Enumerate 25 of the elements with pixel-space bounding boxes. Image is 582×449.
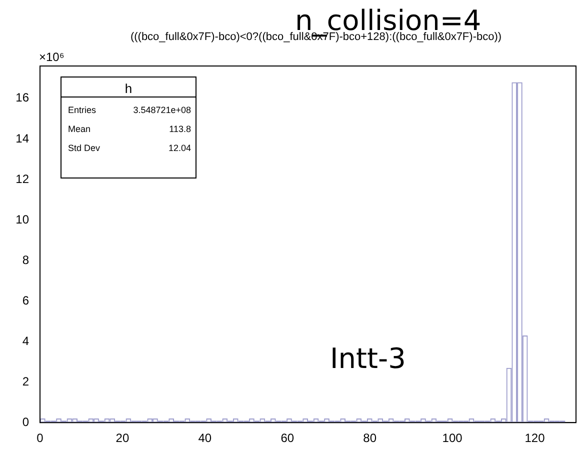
- annotation: 3.548721e+08: [133, 105, 191, 115]
- x-tick-label: 120: [524, 431, 546, 446]
- y-tick-label: 0: [22, 414, 30, 429]
- y-axis-title: ×10⁶: [39, 50, 64, 64]
- y-tick-label: 6: [22, 293, 30, 308]
- x-tick-label: 100: [442, 431, 463, 446]
- x-tick-label: 40: [198, 431, 212, 446]
- y-tick-label: 12: [16, 172, 30, 186]
- y-tick-label: 8: [22, 252, 30, 267]
- y-tick-label: 14: [16, 131, 30, 146]
- annotation: Std Dev: [68, 143, 101, 153]
- annotation: h: [124, 81, 132, 96]
- y-tick-label: 10: [16, 212, 30, 226]
- annotation: Mean: [68, 124, 91, 134]
- x-tick-label: 80: [363, 431, 377, 446]
- y-tick-label: 4: [22, 334, 30, 348]
- annotation: 113.8: [169, 124, 191, 134]
- annotation: Entries: [68, 105, 97, 115]
- x-tick-label: 60: [280, 431, 294, 446]
- x-tick-label: 0: [36, 431, 44, 446]
- annotation: 12.04: [168, 143, 191, 153]
- x-tick-label: 20: [116, 431, 130, 446]
- annotation: Intt-3: [330, 342, 406, 375]
- y-tick-label: 2: [22, 374, 30, 388]
- y-tick-label: 16: [16, 90, 30, 105]
